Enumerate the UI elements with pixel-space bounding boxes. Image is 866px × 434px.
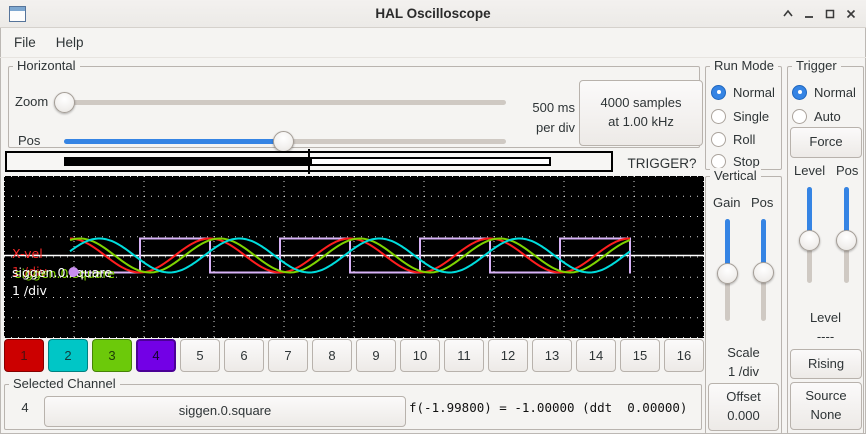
radio-icon bbox=[711, 131, 726, 147]
vertical-scale-label: Scale bbox=[727, 345, 760, 360]
trigger-force-button[interactable]: Force bbox=[790, 127, 862, 158]
trigger-level-slider-handle[interactable] bbox=[798, 230, 820, 251]
zoom-label: Zoom bbox=[15, 94, 49, 109]
run-mode-option-roll[interactable]: Roll bbox=[711, 129, 755, 149]
selected-channel-frame-label: Selected Channel bbox=[9, 376, 120, 391]
menu-help[interactable]: Help bbox=[55, 35, 84, 50]
channel-button-14[interactable]: 14 bbox=[576, 339, 616, 372]
radio-icon bbox=[711, 153, 726, 169]
channel-button-2[interactable]: 2 bbox=[48, 339, 88, 372]
scope-label-ch1-scale-ghost: 1 /div bbox=[12, 264, 48, 279]
trigger-level-slider-fill bbox=[806, 187, 812, 240]
selected-channel-name-button[interactable]: siggen.0.square bbox=[44, 396, 406, 427]
vertical-pos-slider-fill bbox=[760, 219, 766, 273]
trigger-level-label: Level bbox=[794, 163, 826, 178]
channel-button-10[interactable]: 10 bbox=[400, 339, 440, 372]
run-mode-option-stop[interactable]: Stop bbox=[711, 151, 760, 171]
record-captured-bar bbox=[64, 157, 309, 166]
vertical-frame: Vertical Gain Pos Scale 1 /div Offset 0.… bbox=[705, 168, 782, 434]
selected-channel-number: 4 bbox=[21, 400, 29, 415]
scope-display[interactable]: 1 /div siggen.0.square X-vel siggen.0.sq… bbox=[4, 176, 704, 338]
menu-file[interactable]: File bbox=[14, 35, 36, 50]
trigger-option-auto[interactable]: Auto bbox=[792, 106, 841, 126]
vertical-gain-slider-fill bbox=[724, 219, 730, 274]
vertical-offset-button[interactable]: Offset 0.000 bbox=[708, 383, 779, 431]
radio-icon bbox=[711, 108, 726, 124]
window-title: HAL Oscilloscope bbox=[375, 6, 491, 21]
radio-icon bbox=[792, 84, 807, 100]
zoom-slider-handle[interactable] bbox=[54, 92, 75, 113]
trigger-level-readout-value: ---- bbox=[816, 329, 835, 344]
channel-button-row: 1 2 3 4 5 6 7 8 9 10 11 12 13 14 15 16 bbox=[4, 339, 704, 372]
scope-grid bbox=[4, 176, 704, 338]
scope-label-selected-scale: 1 /div bbox=[12, 283, 48, 298]
timebase-readout: 500 ms per div bbox=[532, 100, 575, 136]
channel-button-16[interactable]: 16 bbox=[664, 339, 704, 372]
horizontal-frame: Horizontal Zoom Pos 500 ms per div 4000 … bbox=[8, 58, 703, 152]
trace-start-marker bbox=[68, 267, 79, 277]
trigger-frame: Trigger Normal Auto Force Level Pos Leve… bbox=[787, 58, 864, 434]
trigger-pos-label: Pos bbox=[836, 163, 859, 178]
scope-label-ch1-name: X-vel bbox=[12, 246, 43, 261]
channel-button-5[interactable]: 5 bbox=[180, 339, 220, 372]
trigger-pos-slider-fill bbox=[843, 187, 849, 240]
pos-slider-fill bbox=[64, 139, 284, 144]
channel-button-9[interactable]: 9 bbox=[356, 339, 396, 372]
trigger-position-mark bbox=[308, 149, 310, 174]
vertical-pos-label: Pos bbox=[751, 195, 774, 210]
horizontal-frame-label: Horizontal bbox=[13, 58, 80, 73]
run-mode-option-single[interactable]: Single bbox=[711, 106, 769, 126]
samples-button[interactable]: 4000 samples at 1.00 kHz bbox=[579, 80, 703, 146]
maximize-icon[interactable] bbox=[823, 7, 837, 21]
radio-icon bbox=[792, 108, 807, 124]
channel-button-12[interactable]: 12 bbox=[488, 339, 528, 372]
channel-button-8[interactable]: 8 bbox=[312, 339, 352, 372]
channel-button-1[interactable]: 1 bbox=[4, 339, 44, 372]
window-icon bbox=[9, 6, 26, 22]
trigger-level-readout-label: Level bbox=[809, 310, 842, 325]
channel-button-11[interactable]: 11 bbox=[444, 339, 484, 372]
scope-label-selected-name: siggen.0.square bbox=[12, 265, 112, 280]
trigger-source-button[interactable]: Source None bbox=[790, 382, 862, 430]
trigger-frame-label: Trigger bbox=[792, 58, 841, 73]
vertical-scale-value: 1 /div bbox=[727, 364, 760, 379]
vertical-gain-slider-handle[interactable] bbox=[716, 263, 738, 284]
vertical-frame-label: Vertical bbox=[710, 168, 761, 183]
run-mode-frame: Run Mode Normal Single Roll Stop bbox=[705, 58, 782, 171]
selected-channel-frame: Selected Channel 4 siggen.0.square f(-1.… bbox=[4, 376, 702, 430]
channel-button-3[interactable]: 3 bbox=[92, 339, 132, 372]
trigger-edge-button[interactable]: Rising bbox=[790, 349, 862, 379]
channel-button-15[interactable]: 15 bbox=[620, 339, 660, 372]
channel-button-13[interactable]: 13 bbox=[532, 339, 572, 372]
menubar: File Help bbox=[0, 28, 866, 58]
titlebar: HAL Oscilloscope bbox=[0, 0, 866, 28]
scope-traces bbox=[4, 237, 704, 274]
scope-label-green-ghost: siggen.0.square bbox=[15, 266, 115, 281]
channel-button-6[interactable]: 6 bbox=[224, 339, 264, 372]
run-mode-frame-label: Run Mode bbox=[710, 58, 778, 73]
channel-button-4[interactable]: 4 bbox=[136, 339, 176, 372]
run-mode-option-normal[interactable]: Normal bbox=[711, 82, 775, 102]
pos-label: Pos bbox=[18, 133, 41, 148]
channel-value-readout: f(-1.99800) = -1.00000 (ddt 0.00000) bbox=[409, 400, 688, 415]
trigger-pos-slider-handle[interactable] bbox=[835, 230, 857, 251]
trigger-option-normal[interactable]: Normal bbox=[792, 82, 856, 102]
shade-icon[interactable] bbox=[781, 7, 795, 21]
minimize-icon[interactable] bbox=[802, 7, 816, 21]
zoom-slider-track[interactable] bbox=[59, 100, 506, 105]
vertical-pos-slider-handle[interactable] bbox=[752, 262, 774, 283]
trigger-status-label: TRIGGER? bbox=[627, 156, 697, 171]
radio-icon bbox=[711, 84, 726, 100]
vertical-gain-label: Gain bbox=[713, 195, 741, 210]
pos-slider-handle[interactable] bbox=[273, 131, 294, 152]
channel-button-7[interactable]: 7 bbox=[268, 339, 308, 372]
close-icon[interactable] bbox=[844, 7, 858, 21]
record-remaining-bar bbox=[310, 157, 551, 166]
